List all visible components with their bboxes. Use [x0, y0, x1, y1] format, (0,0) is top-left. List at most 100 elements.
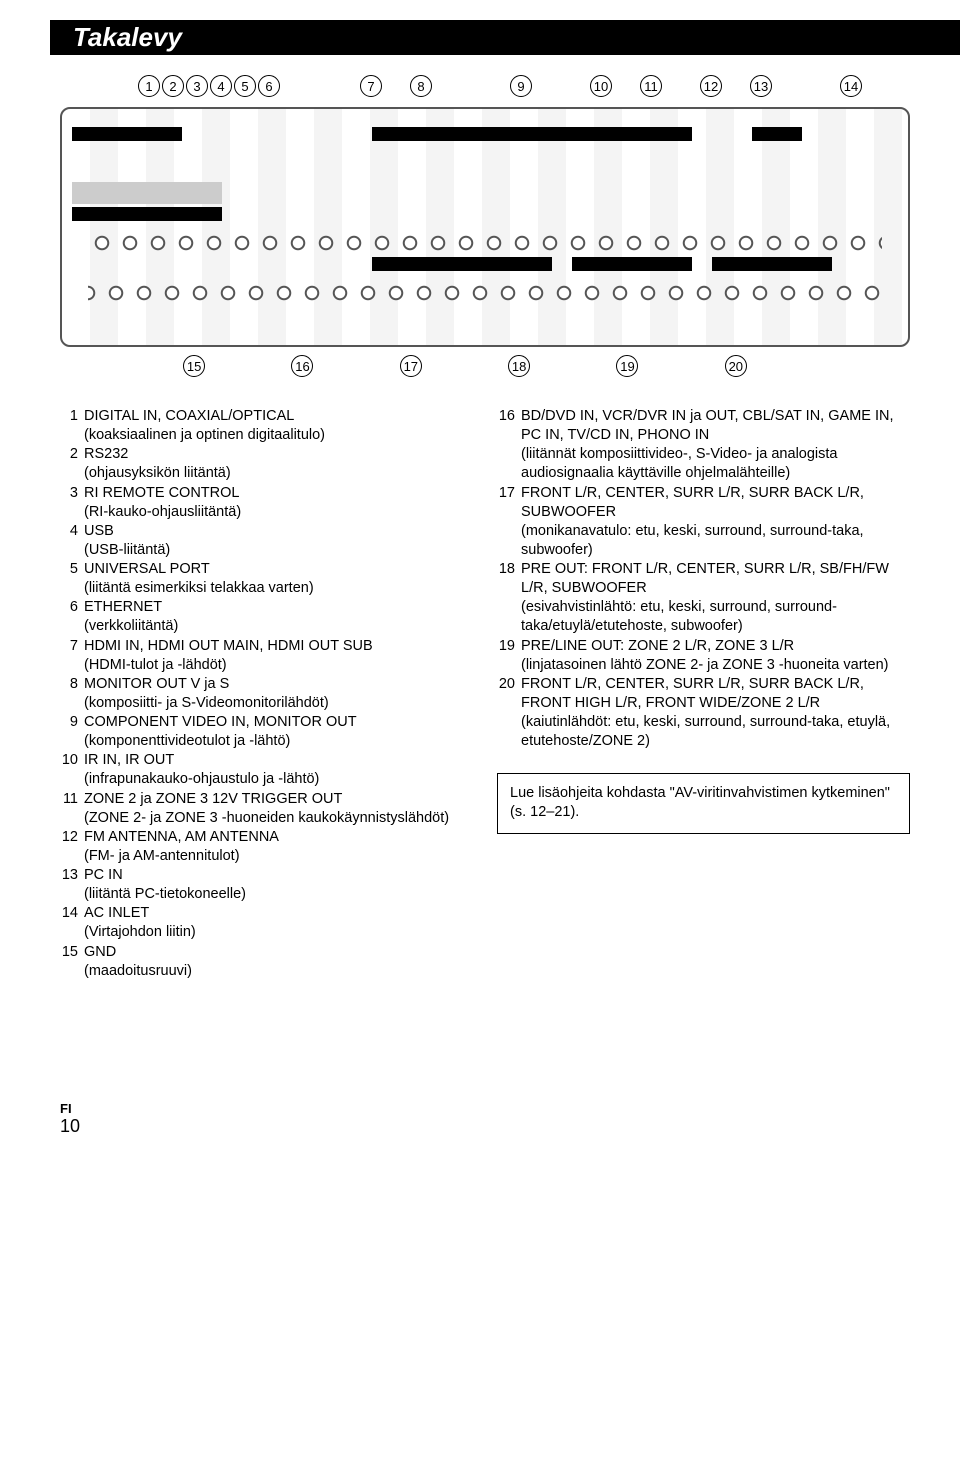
- item-title: ETHERNET: [84, 598, 473, 617]
- item-sub: (USB-liitäntä): [84, 541, 473, 560]
- item-body: MONITOR OUT V ja S(komposiitti- ja S-Vid…: [84, 675, 473, 713]
- footer-page-number: 10: [60, 1116, 910, 1137]
- item-sub: (RI-kauko-ohjausliitäntä): [84, 503, 473, 522]
- callout-19: 19: [616, 355, 638, 377]
- item-body: BD/DVD IN, VCR/DVR IN ja OUT, CBL/SAT IN…: [521, 407, 910, 484]
- item-body: UNIVERSAL PORT(liitäntä esimerkiksi tela…: [84, 560, 473, 598]
- item-body: ZONE 2 ja ZONE 3 12V TRIGGER OUT(ZONE 2-…: [84, 790, 473, 828]
- callout-17: 17: [400, 355, 422, 377]
- item-body: PRE OUT: FRONT L/R, CENTER, SURR L/R, SB…: [521, 560, 910, 637]
- callout-5: 5: [234, 75, 256, 97]
- item-number: 17: [497, 484, 521, 561]
- callout-row-top: 1234567891011121314: [60, 75, 910, 99]
- item-title: ZONE 2 ja ZONE 3 12V TRIGGER OUT: [84, 790, 473, 809]
- item-title: COMPONENT VIDEO IN, MONITOR OUT: [84, 713, 473, 732]
- item-sub: (liitäntä PC-tietokoneelle): [84, 885, 473, 904]
- right-column: 16BD/DVD IN, VCR/DVR IN ja OUT, CBL/SAT …: [497, 407, 910, 981]
- item-title: PRE/LINE OUT: ZONE 2 L/R, ZONE 3 L/R: [521, 637, 910, 656]
- rear-panel-diagram: [60, 107, 910, 347]
- item-body: USB(USB-liitäntä): [84, 522, 473, 560]
- item-sub: (Virtajohdon liitin): [84, 923, 473, 942]
- item-body: COMPONENT VIDEO IN, MONITOR OUT(komponen…: [84, 713, 473, 751]
- list-item: 3RI REMOTE CONTROL(RI-kauko-ohjausliitän…: [60, 484, 473, 522]
- item-number: 1: [60, 407, 84, 445]
- footer-lang: FI: [60, 1101, 910, 1116]
- callout-row-bottom: 151617181920: [60, 355, 910, 377]
- list-item: 14AC INLET(Virtajohdon liitin): [60, 904, 473, 942]
- item-sub: (monikanavatulo: etu, keski, surround, s…: [521, 522, 910, 560]
- item-body: FRONT L/R, CENTER, SURR L/R, SURR BACK L…: [521, 484, 910, 561]
- item-body: FM ANTENNA, AM ANTENNA(FM- ja AM-antenni…: [84, 828, 473, 866]
- list-item: 8MONITOR OUT V ja S(komposiitti- ja S-Vi…: [60, 675, 473, 713]
- item-title: HDMI IN, HDMI OUT MAIN, HDMI OUT SUB: [84, 637, 473, 656]
- list-item: 12FM ANTENNA, AM ANTENNA(FM- ja AM-anten…: [60, 828, 473, 866]
- item-body: FRONT L/R, CENTER, SURR L/R, SURR BACK L…: [521, 675, 910, 752]
- callout-4: 4: [210, 75, 232, 97]
- item-body: DIGITAL IN, COAXIAL/OPTICAL(koaksiaaline…: [84, 407, 473, 445]
- item-sub: (linjatasoinen lähtö ZONE 2- ja ZONE 3 -…: [521, 656, 910, 675]
- callout-7: 7: [360, 75, 382, 97]
- left-column: 1DIGITAL IN, COAXIAL/OPTICAL(koaksiaalin…: [60, 407, 473, 981]
- item-sub: (HDMI-tulot ja -lähdöt): [84, 656, 473, 675]
- item-sub: (ZONE 2- ja ZONE 3 -huoneiden kaukokäynn…: [84, 809, 473, 828]
- item-title: IR IN, IR OUT: [84, 751, 473, 770]
- item-title: FRONT L/R, CENTER, SURR L/R, SURR BACK L…: [521, 484, 910, 522]
- item-body: HDMI IN, HDMI OUT MAIN, HDMI OUT SUB(HDM…: [84, 637, 473, 675]
- list-item: 5UNIVERSAL PORT(liitäntä esimerkiksi tel…: [60, 560, 473, 598]
- item-title: BD/DVD IN, VCR/DVR IN ja OUT, CBL/SAT IN…: [521, 407, 910, 445]
- item-number: 4: [60, 522, 84, 560]
- item-sub: (liitäntä esimerkiksi telakkaa varten): [84, 579, 473, 598]
- item-body: ETHERNET(verkkoliitäntä): [84, 598, 473, 636]
- item-number: 15: [60, 943, 84, 981]
- list-item: 20FRONT L/R, CENTER, SURR L/R, SURR BACK…: [497, 675, 910, 752]
- item-sub: (esivahvistinlähtö: etu, keski, surround…: [521, 598, 910, 636]
- item-sub: (komponenttivideotulot ja -lähtö): [84, 732, 473, 751]
- item-number: 11: [60, 790, 84, 828]
- list-item: 11ZONE 2 ja ZONE 3 12V TRIGGER OUT(ZONE …: [60, 790, 473, 828]
- list-item: 1DIGITAL IN, COAXIAL/OPTICAL(koaksiaalin…: [60, 407, 473, 445]
- item-number: 7: [60, 637, 84, 675]
- list-item: 16BD/DVD IN, VCR/DVR IN ja OUT, CBL/SAT …: [497, 407, 910, 484]
- item-number: 14: [60, 904, 84, 942]
- item-title: USB: [84, 522, 473, 541]
- list-item: 13PC IN(liitäntä PC-tietokoneelle): [60, 866, 473, 904]
- item-sub: (verkkoliitäntä): [84, 617, 473, 636]
- list-item: 18PRE OUT: FRONT L/R, CENTER, SURR L/R, …: [497, 560, 910, 637]
- item-number: 18: [497, 560, 521, 637]
- item-number: 5: [60, 560, 84, 598]
- item-title: FM ANTENNA, AM ANTENNA: [84, 828, 473, 847]
- page-footer: FI 10: [60, 1101, 910, 1137]
- item-sub: (komposiitti- ja S-Videomonitorilähdöt): [84, 694, 473, 713]
- item-sub: (kaiutinlähdöt: etu, keski, surround, su…: [521, 713, 910, 751]
- callout-10: 10: [590, 75, 612, 97]
- title-bar: Takalevy: [50, 20, 960, 55]
- item-body: GND(maadoitusruuvi): [84, 943, 473, 981]
- item-number: 2: [60, 445, 84, 483]
- list-item: 19PRE/LINE OUT: ZONE 2 L/R, ZONE 3 L/R(l…: [497, 637, 910, 675]
- list-item: 7HDMI IN, HDMI OUT MAIN, HDMI OUT SUB(HD…: [60, 637, 473, 675]
- item-title: UNIVERSAL PORT: [84, 560, 473, 579]
- note-box: Lue lisäohjeita kohdasta "AV-viritinvahv…: [497, 773, 910, 833]
- item-number: 9: [60, 713, 84, 751]
- list-item: 10IR IN, IR OUT(infrapunakauko-ohjaustul…: [60, 751, 473, 789]
- item-sub: (koaksiaalinen ja optinen digitaalitulo): [84, 426, 473, 445]
- item-body: IR IN, IR OUT(infrapunakauko-ohjaustulo …: [84, 751, 473, 789]
- item-sub: (FM- ja AM-antennitulot): [84, 847, 473, 866]
- callout-14: 14: [840, 75, 862, 97]
- callout-13: 13: [750, 75, 772, 97]
- callout-2: 2: [162, 75, 184, 97]
- item-number: 3: [60, 484, 84, 522]
- list-item: 9COMPONENT VIDEO IN, MONITOR OUT(kompone…: [60, 713, 473, 751]
- item-body: AC INLET(Virtajohdon liitin): [84, 904, 473, 942]
- item-title: FRONT L/R, CENTER, SURR L/R, SURR BACK L…: [521, 675, 910, 713]
- list-item: 15GND(maadoitusruuvi): [60, 943, 473, 981]
- item-sub: (infrapunakauko-ohjaustulo ja -lähtö): [84, 770, 473, 789]
- callout-12: 12: [700, 75, 722, 97]
- item-number: 20: [497, 675, 521, 752]
- item-sub: (maadoitusruuvi): [84, 962, 473, 981]
- item-title: RI REMOTE CONTROL: [84, 484, 473, 503]
- callout-15: 15: [183, 355, 205, 377]
- item-number: 8: [60, 675, 84, 713]
- item-title: GND: [84, 943, 473, 962]
- callout-1: 1: [138, 75, 160, 97]
